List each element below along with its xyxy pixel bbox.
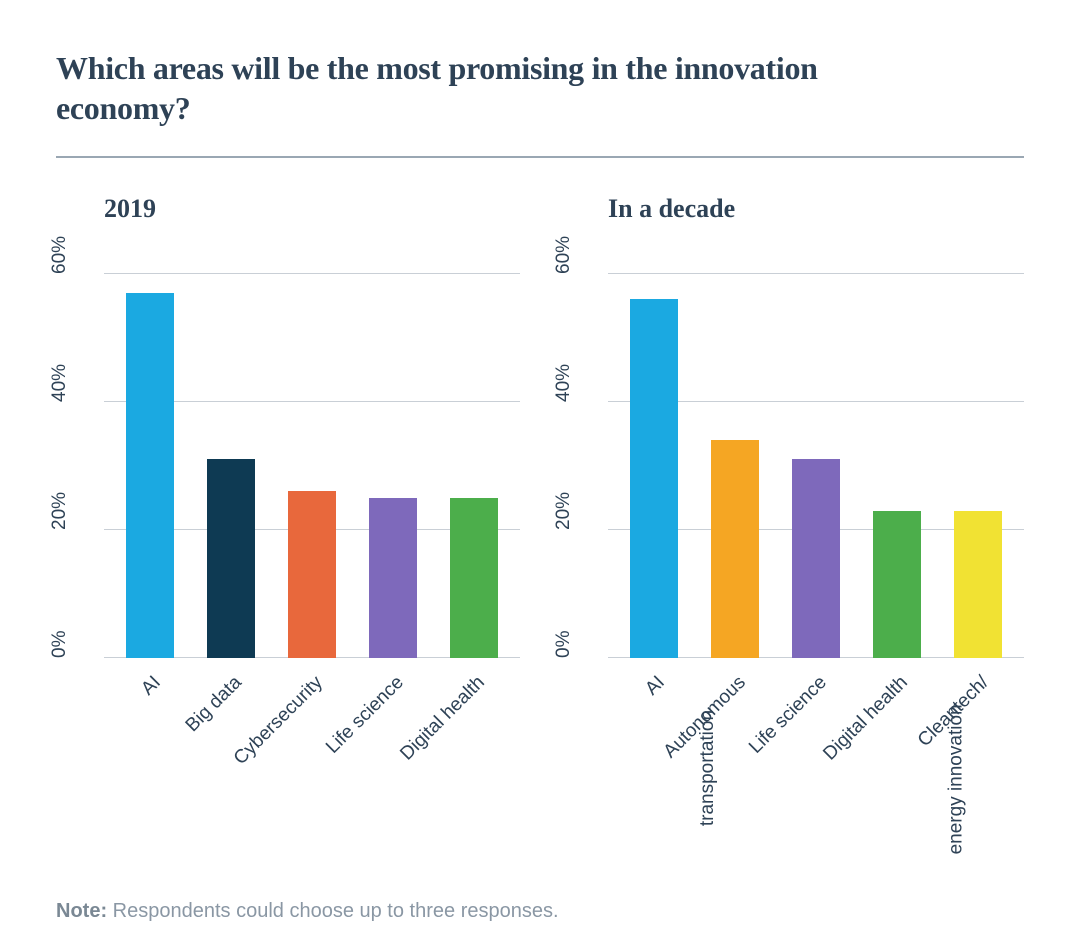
- x-label-text: Big data: [182, 672, 247, 737]
- x-label: Cybersecurity: [288, 672, 336, 892]
- x-label: Life science: [369, 672, 417, 892]
- x-label: Big data: [207, 672, 255, 892]
- footnote: Note: Respondents could choose up to thr…: [56, 900, 1024, 923]
- y-tick-label: 0%: [49, 631, 71, 658]
- chart-2019: 0%20%40%60%: [104, 248, 520, 658]
- panel-title-decade: In a decade: [608, 194, 1024, 224]
- bar: [288, 491, 336, 658]
- y-tick-label: 60%: [49, 236, 71, 274]
- bar: [207, 459, 255, 658]
- title-divider: [56, 156, 1024, 158]
- bar: [954, 511, 1002, 658]
- bars-decade: [608, 248, 1024, 658]
- bar: [873, 511, 921, 658]
- y-tick-label: 20%: [553, 492, 575, 530]
- panel-2019: 2019 0%20%40%60% AI Big data Cybersecurity…: [56, 194, 520, 892]
- footnote-text: Respondents could choose up to three res…: [113, 900, 559, 922]
- y-tick-label: 40%: [553, 364, 575, 402]
- x-label: AI: [630, 672, 678, 892]
- y-ticks-decade: 0%20%40%60%: [564, 248, 608, 658]
- footnote-label: Note:: [56, 900, 107, 922]
- y-tick-label: 60%: [553, 236, 575, 274]
- panel-decade: In a decade 0%20%40%60% AI Autonomoustran…: [560, 194, 1024, 892]
- panel-title-2019: 2019: [104, 194, 520, 224]
- x-labels-2019: AI Big data Cybersecurity Life science Digit…: [104, 672, 520, 892]
- bar: [126, 293, 174, 658]
- bar: [630, 299, 678, 658]
- x-label: Life science: [792, 672, 840, 892]
- x-label: Digital health: [450, 672, 498, 892]
- bars-2019: [104, 248, 520, 658]
- bar: [369, 498, 417, 658]
- panels-row: 2019 0%20%40%60% AIBig dataCybersecurity…: [56, 194, 1024, 892]
- chart-decade: 0%20%40%60%: [608, 248, 1024, 658]
- x-label: AI: [126, 672, 174, 892]
- chart-title: Which areas will be the most promising i…: [56, 48, 836, 128]
- x-labels-decade: AI Autonomoustransportation Life science Di…: [608, 672, 1024, 892]
- bar: [450, 498, 498, 658]
- x-label-text: AI: [642, 672, 670, 700]
- y-tick-label: 0%: [553, 631, 575, 658]
- bar: [711, 440, 759, 658]
- x-label: Cleantech/energy innovation: [954, 672, 1002, 892]
- x-label-text: AI: [138, 672, 166, 700]
- y-ticks-2019: 0%20%40%60%: [60, 248, 104, 658]
- y-tick-label: 20%: [49, 492, 71, 530]
- x-label: Autonomoustransportation: [711, 672, 759, 892]
- x-label-text: Cleantech/energy innovation: [913, 672, 993, 752]
- y-tick-label: 40%: [49, 364, 71, 402]
- x-label: Digital health: [873, 672, 921, 892]
- bar: [792, 459, 840, 658]
